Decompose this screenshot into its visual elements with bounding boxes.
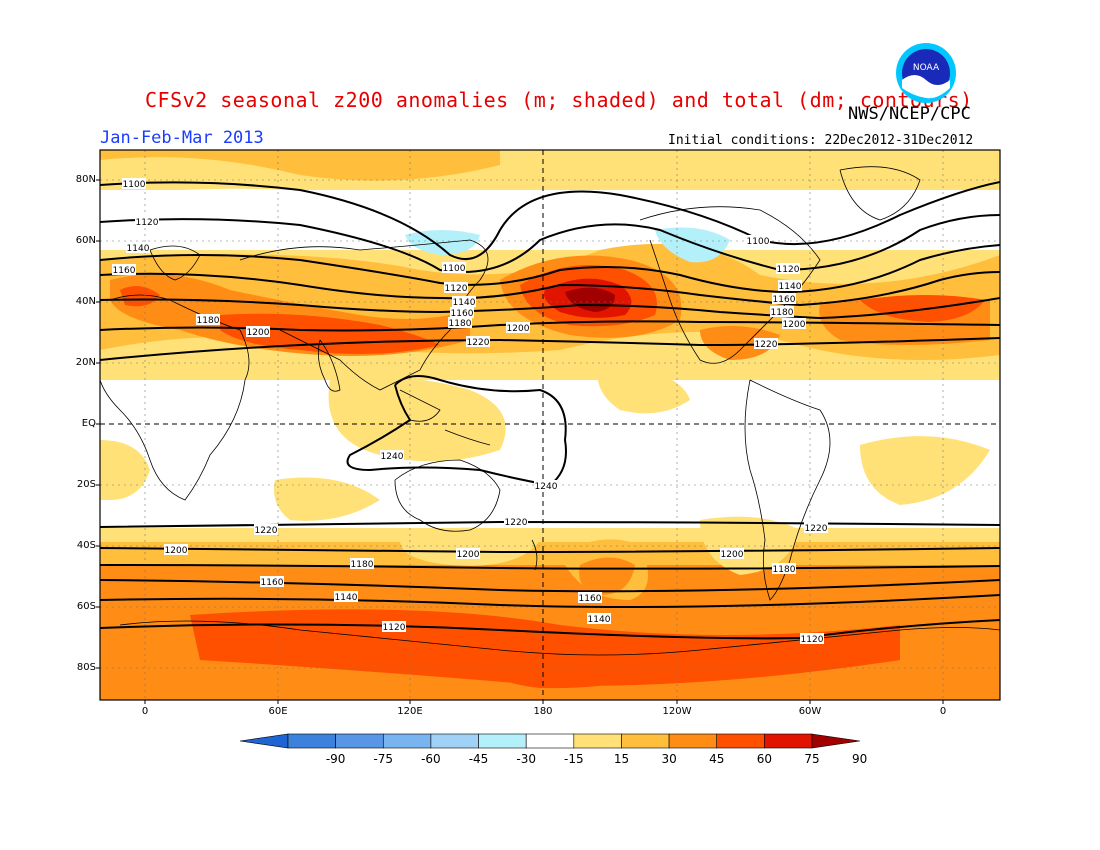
svg-text:1120: 1120 — [777, 265, 800, 275]
svg-text:1220: 1220 — [755, 340, 778, 350]
colorbar-tick-label: -60 — [421, 752, 441, 766]
lat-label-20n: 20N — [75, 357, 96, 368]
lon-label-0: 0 — [141, 706, 149, 717]
svg-text:1100: 1100 — [443, 264, 466, 274]
colorbar-segment — [525, 733, 575, 749]
svg-text:1120: 1120 — [383, 623, 406, 633]
svg-text:1100: 1100 — [123, 180, 146, 190]
svg-text:1100: 1100 — [747, 237, 770, 247]
svg-text:1120: 1120 — [801, 635, 824, 645]
svg-text:1220: 1220 — [255, 526, 278, 536]
chart-title: CFSv2 seasonal z200 anomalies (m; shaded… — [145, 88, 973, 112]
colorbar-tick-label: -75 — [373, 752, 394, 766]
svg-text:1160: 1160 — [451, 309, 474, 319]
lat-label-20s: 20S — [76, 479, 96, 490]
lat-label-40n: 40N — [75, 296, 96, 307]
svg-text:1200: 1200 — [165, 546, 188, 556]
colorbar-segment — [335, 733, 384, 749]
svg-text:1120: 1120 — [136, 218, 159, 228]
svg-text:1200: 1200 — [783, 320, 806, 330]
colorbar-segment — [382, 733, 432, 749]
svg-text:1240: 1240 — [381, 452, 404, 462]
reference-lines — [100, 150, 1000, 700]
colorbar-tick-label: -15 — [564, 752, 584, 766]
svg-text:1180: 1180 — [351, 560, 374, 570]
svg-text:1180: 1180 — [771, 308, 794, 318]
svg-text:1160: 1160 — [773, 295, 796, 305]
colorbar-tick-label: -45 — [468, 752, 489, 766]
svg-text:1140: 1140 — [127, 244, 150, 254]
svg-text:1140: 1140 — [453, 298, 476, 308]
svg-text:1200: 1200 — [457, 550, 480, 560]
svg-text:1140: 1140 — [588, 615, 611, 625]
lon-label-180: 180 — [533, 706, 553, 717]
lon-label-0-east: 0 — [939, 706, 947, 717]
svg-text:1160: 1160 — [579, 594, 602, 604]
svg-text:1220: 1220 — [805, 524, 828, 534]
colorbar-segment — [478, 733, 527, 749]
agency-label: NWS/NCEP/CPC — [848, 104, 971, 124]
lat-label-60n: 60N — [75, 235, 96, 246]
colorbar-tick-label: -30 — [516, 752, 536, 766]
anomaly-shading — [100, 150, 1000, 700]
colorbar-tick-label: 45 — [709, 752, 725, 766]
colorbar-segment — [430, 733, 479, 749]
svg-text:1180: 1180 — [449, 319, 472, 329]
lat-label-40s: 40S — [76, 540, 96, 551]
svg-text:1160: 1160 — [113, 266, 136, 276]
lat-label-80s: 80S — [76, 662, 96, 673]
svg-text:NOAA: NOAA — [913, 63, 940, 73]
svg-text:1220: 1220 — [467, 338, 490, 348]
forecast-period: Jan-Feb-Mar 2013 — [100, 128, 264, 148]
noaa-logo-icon: NOAA — [896, 43, 956, 103]
svg-text:1240: 1240 — [535, 482, 558, 492]
colorbar-segment — [716, 733, 765, 749]
colorbar-segment — [573, 733, 622, 749]
lon-label-60w: 60W — [798, 706, 822, 717]
colorbar-segment — [287, 733, 336, 749]
contour-labels: 1100 1120 1140 1160 1180 1200 1100 1120 … — [112, 178, 828, 645]
lat-label-60s: 60S — [76, 601, 96, 612]
colorbar-tick-label: 75 — [804, 752, 820, 766]
lon-label-60e: 60E — [268, 706, 288, 717]
colorbar-segment — [764, 733, 813, 749]
colorbar-tick-label: 15 — [613, 752, 630, 766]
lat-label-eq: EQ — [81, 418, 96, 429]
svg-text:1160: 1160 — [261, 578, 284, 588]
svg-text:1140: 1140 — [779, 282, 802, 292]
svg-text:1200: 1200 — [507, 324, 530, 334]
svg-text:1200: 1200 — [247, 328, 270, 338]
svg-text:1200: 1200 — [721, 550, 744, 560]
colorbar-segment — [668, 733, 718, 749]
lon-label-120e: 120E — [397, 706, 423, 717]
svg-text:1220: 1220 — [505, 518, 528, 528]
colorbar-segment — [811, 733, 861, 749]
colorbar-segment — [239, 733, 289, 749]
svg-text:1180: 1180 — [773, 565, 796, 575]
colorbar-tick-label: 60 — [756, 752, 772, 766]
colorbar-tick-label: 30 — [661, 752, 677, 766]
svg-text:1180: 1180 — [197, 316, 220, 326]
colorbar-segment — [621, 733, 670, 749]
lon-label-120w: 120W — [662, 706, 692, 717]
map-frame — [99, 149, 1001, 701]
initial-conditions: Initial conditions: 22Dec2012-31Dec2012 — [668, 133, 974, 148]
colorbar-tick-label: 90 — [851, 752, 868, 766]
lat-label-80n: 80N — [75, 174, 96, 185]
svg-text:1120: 1120 — [445, 284, 468, 294]
height-contours — [100, 181, 1000, 640]
colorbar-tick-label: -90 — [325, 752, 346, 766]
svg-text:1140: 1140 — [335, 593, 358, 603]
